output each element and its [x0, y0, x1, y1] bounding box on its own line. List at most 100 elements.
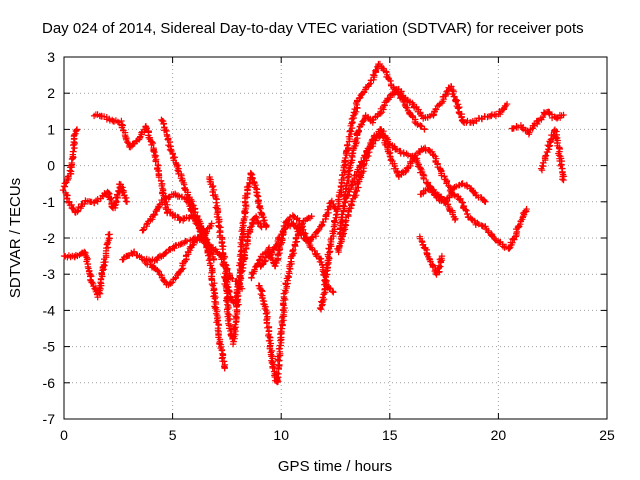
series-track-7 — [142, 232, 215, 289]
data-point — [560, 176, 567, 184]
series-track-10 — [221, 169, 270, 348]
data-point-run — [212, 199, 227, 250]
data-point-run — [142, 123, 158, 156]
data-point — [123, 198, 131, 205]
data-point-run — [334, 218, 349, 256]
data-point-run — [116, 181, 130, 205]
data-point-run — [412, 155, 428, 181]
x-tick-label: 5 — [169, 427, 177, 443]
data-point-run — [342, 115, 356, 157]
data-point-run — [251, 179, 262, 207]
data-point-run — [208, 267, 220, 312]
y-tick-label: -2 — [43, 230, 56, 246]
data-point — [106, 231, 113, 238]
series-track-20 — [508, 108, 567, 138]
series-track-9 — [206, 173, 265, 308]
data-point-run — [447, 83, 461, 105]
y-tick-label: -7 — [43, 411, 56, 427]
data-point-run — [403, 104, 419, 126]
data-point-run — [150, 196, 168, 219]
data-point-run — [238, 192, 251, 242]
data-point — [330, 289, 337, 296]
data-point-run — [252, 213, 264, 230]
data-point — [451, 216, 459, 224]
data-point-run — [551, 126, 563, 153]
data-point-run — [94, 254, 110, 301]
data-point-run — [289, 212, 301, 223]
data-point-run — [234, 236, 246, 306]
data-point-run — [396, 147, 410, 158]
data-point — [73, 126, 81, 133]
data-point-run — [81, 249, 96, 286]
data-point-run — [416, 233, 430, 254]
data-point-run — [430, 99, 446, 119]
data-point-run — [118, 117, 133, 149]
x-tick-label: 20 — [491, 427, 507, 443]
data-point-run — [505, 233, 520, 252]
data-point-run — [543, 108, 558, 122]
data-point-run — [349, 94, 363, 122]
x-tick-labels: 0 5 10 15 20 25 — [60, 427, 615, 443]
data-point-run — [282, 214, 294, 226]
data-point-run — [255, 282, 269, 312]
data-point-run — [169, 151, 186, 185]
y-tick-label: -3 — [43, 266, 56, 282]
data-point-run — [70, 126, 80, 140]
data-point-run — [321, 251, 333, 296]
y-tick-label: -4 — [43, 302, 56, 318]
series-track-2 — [59, 180, 131, 216]
data-point-run — [338, 152, 350, 187]
y-tick-label: -5 — [43, 339, 56, 355]
data-point-run — [357, 88, 368, 101]
y-tick-label: -1 — [43, 194, 56, 210]
y-tick-label: -6 — [43, 375, 56, 391]
chart-title: Day 024 of 2014, Sidereal Day-to-day VTE… — [42, 20, 584, 37]
data-point — [208, 220, 215, 227]
data-point-run — [386, 150, 402, 178]
y-axis-label: SDTVAR / TECUs — [7, 178, 24, 298]
data-point-run — [412, 103, 427, 122]
data-point-run — [538, 146, 553, 174]
y-tick-labels: 3 2 1 0 -1 -2 -3 -4 -5 -6 -7 — [43, 49, 56, 427]
axis-ticks — [63, 56, 608, 420]
data-point — [262, 223, 270, 231]
data-point — [523, 205, 530, 213]
data-point-run — [439, 84, 453, 105]
data-point-run — [513, 214, 526, 239]
data-point-run — [102, 231, 113, 259]
data-point-run — [282, 253, 295, 292]
data-point-run — [377, 95, 392, 116]
data-point-run — [154, 267, 170, 288]
series-track-18 — [417, 180, 489, 207]
x-tick-label: 15 — [382, 427, 398, 443]
data-point-run — [59, 186, 79, 215]
data-point-run — [331, 182, 345, 224]
data-point — [560, 111, 567, 119]
data-point-run — [212, 306, 225, 348]
data-point-run — [395, 167, 410, 180]
data-point-run — [517, 122, 532, 135]
data-point-run — [442, 184, 458, 207]
x-tick-label: 0 — [60, 427, 68, 443]
y-tick-label: 1 — [47, 121, 55, 137]
data-point-run — [139, 213, 156, 234]
data-point-run — [245, 214, 258, 237]
data-point-run — [66, 135, 78, 178]
data-point-run — [103, 115, 123, 126]
data-point-run — [217, 343, 229, 371]
data-point-run — [152, 250, 168, 264]
data-point-run — [555, 148, 568, 183]
data-point-run — [200, 235, 216, 273]
data-point-run — [495, 102, 510, 118]
data-point-run — [360, 137, 375, 161]
data-point-run — [151, 152, 166, 190]
data-point-run — [165, 271, 181, 289]
data-point-run — [175, 247, 194, 277]
data-point-run — [316, 289, 328, 313]
data-point-run — [386, 140, 401, 153]
data-point-run — [552, 111, 565, 122]
data-point — [482, 198, 489, 205]
data-point-run — [301, 214, 314, 224]
series-track-3 — [60, 231, 113, 301]
